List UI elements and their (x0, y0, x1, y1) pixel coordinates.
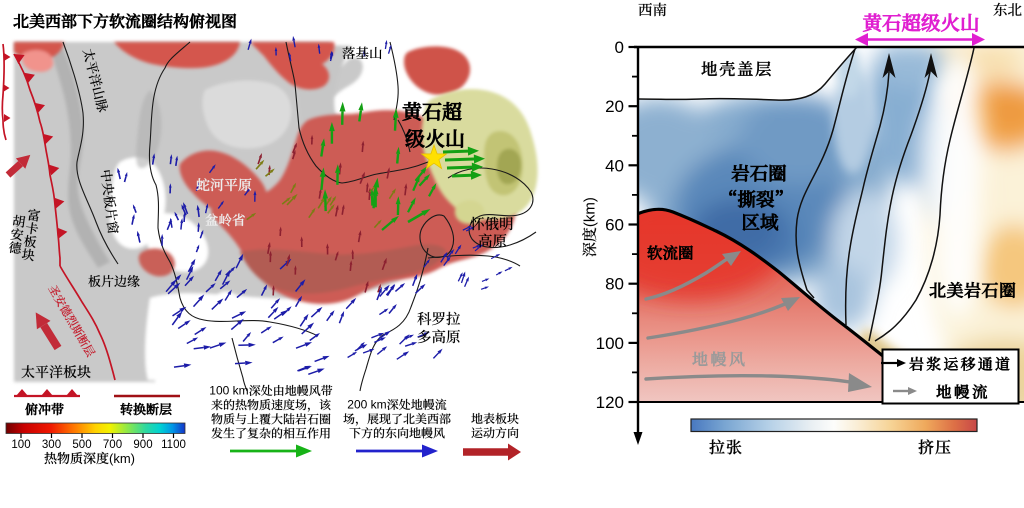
svg-text:900: 900 (133, 439, 152, 451)
svg-text:300: 300 (42, 439, 61, 451)
svg-text:500: 500 (72, 439, 91, 451)
svg-text:1100: 1100 (161, 439, 186, 451)
svg-text:100: 100 (596, 334, 624, 353)
svg-text:(km): (km) (109, 451, 135, 466)
svg-text:(km): (km) (582, 197, 599, 227)
svg-text:200 km: 200 km (347, 398, 386, 412)
svg-text:120: 120 (596, 393, 624, 412)
svg-text:20: 20 (605, 97, 624, 116)
svg-text:40: 40 (605, 156, 624, 175)
svg-text:60: 60 (605, 216, 624, 235)
svg-text:100 km: 100 km (209, 384, 248, 398)
svg-text:100: 100 (11, 439, 30, 451)
svg-text:700: 700 (103, 439, 122, 451)
svg-text:0: 0 (615, 38, 624, 57)
svg-text:80: 80 (605, 275, 624, 294)
